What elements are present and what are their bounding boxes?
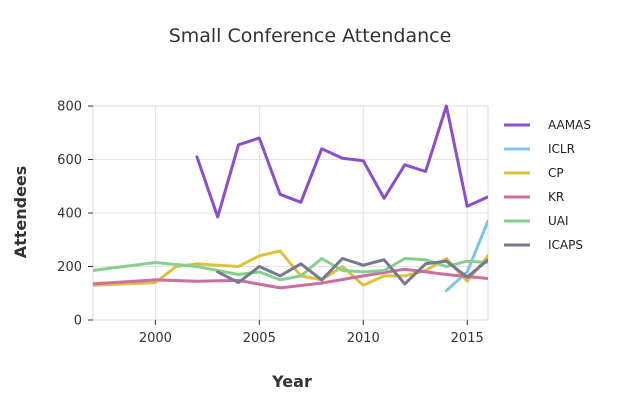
series-line-aamas — [195, 104, 488, 219]
legend: AAMAS ICLR CP KR UAI ICAPS — [504, 118, 591, 252]
x-tick-label: 2005 — [243, 331, 276, 346]
legend-label-uai: UAI — [548, 214, 569, 228]
series-line-cp — [93, 249, 488, 287]
legend-label-iclr: ICLR — [548, 142, 575, 156]
legend-label-aamas: AAMAS — [548, 118, 591, 132]
x-tick-label: 2010 — [347, 331, 380, 346]
series-line-icaps — [216, 257, 488, 286]
y-tick-label: 600 — [57, 153, 82, 168]
x-axis-label: Year — [271, 372, 312, 391]
chart-title: Small Conference Attendance — [169, 25, 452, 47]
x-axis-ticks: 2000 2005 2010 2015 — [139, 320, 484, 346]
legend-label-icaps: ICAPS — [548, 238, 583, 252]
y-tick-label: 400 — [57, 207, 82, 222]
series-lines — [93, 104, 488, 293]
y-tick-label: 200 — [57, 260, 82, 275]
x-tick-label: 2000 — [139, 331, 172, 346]
x-tick-label: 2015 — [451, 331, 484, 346]
y-tick-label: 0 — [74, 314, 82, 329]
y-tick-label: 800 — [57, 100, 82, 115]
legend-label-kr: KR — [548, 190, 564, 204]
series-line-kr — [93, 267, 488, 290]
legend-label-cp: CP — [548, 166, 564, 180]
y-axis-ticks: 0 200 400 600 800 — [57, 100, 93, 329]
y-axis-label: Attendees — [11, 166, 30, 259]
series-line-iclr — [444, 219, 488, 293]
